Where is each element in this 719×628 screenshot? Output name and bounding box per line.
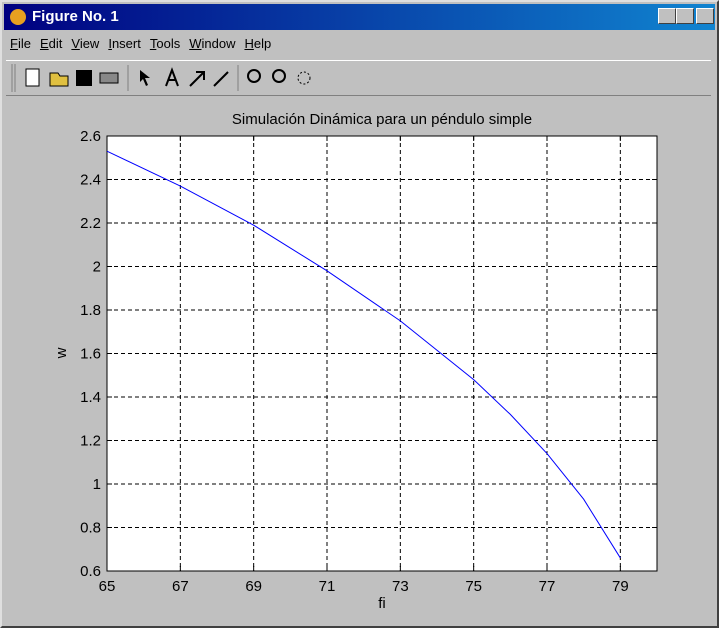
arrow-icon[interactable]: [189, 71, 205, 87]
y-tick-label: 1.2: [80, 433, 101, 450]
rotate-icon[interactable]: [297, 71, 311, 85]
data-line: [106, 150, 621, 559]
text-icon[interactable]: [165, 67, 179, 87]
menu-item[interactable]: File: [10, 36, 31, 51]
y-tick-label: 1.8: [80, 302, 101, 319]
x-tick-label: 79: [612, 578, 629, 595]
open-icon[interactable]: [49, 72, 69, 87]
y-tick-label: 2.4: [80, 172, 101, 189]
x-tick-label: 65: [99, 578, 116, 595]
y-tick-label: 2.6: [80, 128, 101, 145]
minimize-button[interactable]: [658, 8, 676, 24]
y-tick-label: 1.4: [80, 389, 101, 406]
toolbar: [6, 60, 711, 96]
maximize-button[interactable]: [676, 8, 694, 24]
title-bar: Figure No. 1: [4, 4, 715, 30]
x-tick-label: 71: [319, 578, 336, 595]
zoom-out-icon[interactable]: [272, 69, 286, 83]
menu-item[interactable]: Tools: [149, 36, 181, 51]
x-tick-label: 77: [539, 578, 556, 595]
select-icon[interactable]: [140, 70, 150, 86]
x-tick-label: 67: [172, 578, 189, 595]
y-tick-label: 1.6: [80, 346, 101, 363]
x-axis-label: fi: [378, 595, 386, 612]
zoom-in-icon[interactable]: [247, 69, 261, 83]
y-tick-label: 2.2: [80, 215, 101, 232]
app-icon: [10, 9, 26, 25]
print-icon[interactable]: [99, 72, 119, 84]
menu-item[interactable]: Help: [244, 36, 272, 51]
y-tick-label: 0.8: [80, 520, 101, 537]
menu-bar: File Edit View Insert Tools Window Help: [10, 36, 280, 51]
close-button[interactable]: [696, 8, 714, 24]
new-icon[interactable]: [25, 68, 40, 87]
save-icon[interactable]: [76, 70, 92, 86]
window-title: Figure No. 1: [32, 8, 119, 25]
axes-box: [106, 135, 658, 572]
menu-item[interactable]: Edit: [39, 36, 63, 51]
x-tick-label: 75: [465, 578, 482, 595]
x-tick-label: 69: [245, 578, 262, 595]
y-tick-label: 2: [93, 259, 101, 276]
y-tick-label: 0.6: [80, 563, 101, 580]
x-tick-label: 73: [392, 578, 409, 595]
menu-item[interactable]: Window: [189, 36, 236, 51]
y-axis-label: w: [53, 347, 70, 359]
line-icon[interactable]: [213, 71, 229, 87]
menu-item[interactable]: View: [71, 36, 100, 51]
chart-title: Simulación Dinámica para un péndulo simp…: [232, 111, 532, 128]
y-tick-label: 1: [93, 476, 101, 493]
toolbar-icons: [11, 64, 311, 92]
menu-item[interactable]: Insert: [108, 36, 141, 51]
